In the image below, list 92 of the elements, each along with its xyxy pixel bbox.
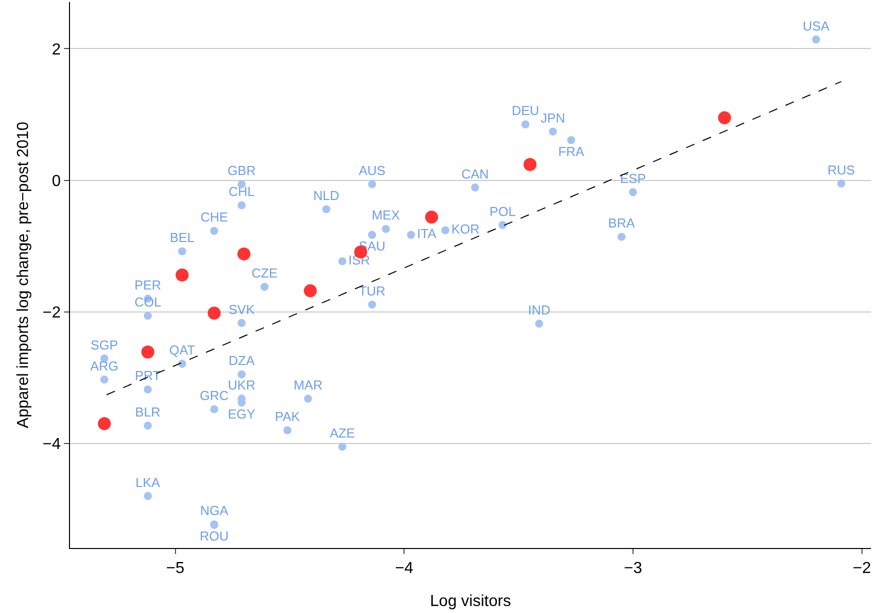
data-label: MEX [372, 208, 400, 223]
point [338, 257, 346, 266]
point [618, 232, 626, 241]
data-label: COL [134, 294, 162, 310]
data-label: ARG [90, 358, 118, 374]
point [144, 312, 152, 320]
data-label: IND [528, 302, 550, 318]
point [141, 345, 154, 358]
data-label: GRC [200, 388, 229, 403]
data-label: PRT [134, 368, 161, 384]
data-label: SVK [228, 302, 255, 317]
point [98, 417, 111, 430]
data-label: BRA [608, 216, 636, 231]
data-label: ITA [417, 226, 437, 242]
point [425, 210, 438, 224]
point [144, 385, 152, 394]
point [283, 426, 292, 434]
x-tick-label: −2 [852, 560, 872, 578]
data-label: NGA [200, 503, 229, 518]
data-label: ESP [620, 170, 646, 186]
x-tick-label: −4 [395, 560, 414, 578]
point [567, 136, 576, 144]
point [178, 247, 186, 256]
point [237, 247, 250, 260]
point [176, 268, 189, 282]
data-label: KOR [451, 222, 480, 237]
point [837, 180, 846, 188]
data-label: UKR [228, 377, 256, 392]
data-label: CZE [252, 266, 278, 281]
point [498, 221, 507, 229]
point [368, 300, 376, 309]
data-label: DEU [512, 103, 540, 118]
point [100, 376, 108, 384]
point [521, 120, 530, 128]
point [208, 306, 221, 320]
point [368, 180, 376, 188]
data-label: EGY [228, 406, 256, 422]
point [260, 282, 269, 291]
data-label: AZE [330, 425, 356, 440]
y-tick-label: 2 [52, 41, 61, 58]
point [238, 201, 246, 210]
x-tick-label: −3 [624, 560, 642, 578]
data-label: JPN [540, 110, 566, 126]
point [304, 394, 312, 403]
y-tick-label: −2 [42, 304, 61, 322]
point [718, 111, 732, 124]
y-axis-title: Apparel imports log change, pre−post 2010 [15, 122, 32, 428]
data-label: POL [490, 204, 516, 219]
point [304, 284, 317, 298]
data-label: FRA [558, 144, 585, 159]
data-label: CHE [200, 210, 228, 225]
x-tick-label: −5 [166, 560, 184, 578]
point [812, 36, 820, 44]
point [178, 360, 186, 368]
data-label: DZA [228, 353, 255, 368]
point [210, 405, 218, 414]
data-label: PAK [274, 409, 300, 424]
point [382, 224, 390, 233]
point [524, 158, 536, 171]
data-label: LKA [136, 474, 160, 490]
data-label: AUS [358, 162, 386, 178]
point [471, 184, 480, 192]
point [548, 128, 557, 136]
data-label: SGP [90, 337, 118, 352]
point [535, 320, 544, 328]
x-axis-title: Log visitors [430, 593, 511, 610]
data-label: GBR [228, 162, 256, 178]
point [322, 205, 330, 214]
y-tick-label: −4 [42, 436, 61, 453]
point [368, 230, 376, 239]
data-label: PER [134, 277, 162, 292]
data-label: CAN [461, 166, 489, 182]
point [238, 319, 246, 328]
data-label: MAR [294, 377, 322, 392]
data-label: CHL [228, 184, 255, 200]
data-label: ROU [200, 528, 229, 544]
point [338, 442, 346, 451]
point [144, 422, 152, 430]
point [407, 230, 415, 239]
data-label: BEL [170, 230, 194, 246]
data-label: USA [802, 18, 830, 34]
data-label: QAT [169, 342, 196, 358]
data-label: RUS [828, 162, 856, 178]
point [628, 188, 637, 196]
point [441, 226, 450, 234]
data-label: BLR [135, 404, 160, 420]
y-tick-label: 0 [52, 172, 61, 190]
point [210, 226, 218, 235]
data-label: NLD [313, 188, 340, 203]
point [238, 370, 246, 378]
data-label: TUR [358, 283, 386, 298]
point [144, 492, 152, 500]
